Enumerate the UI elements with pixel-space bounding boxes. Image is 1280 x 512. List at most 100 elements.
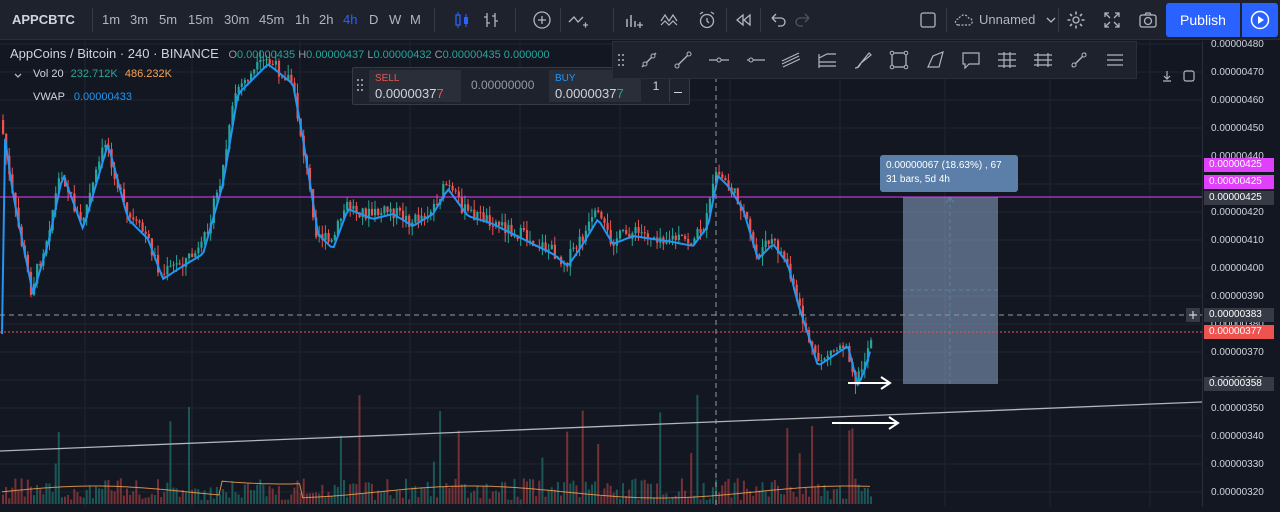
expand-icon[interactable] [1101, 9, 1123, 31]
volume-ma-line [1, 480, 871, 499]
indicators-icon[interactable] [567, 9, 589, 31]
volume-bar [188, 406, 190, 504]
candle-body [550, 244, 553, 250]
interval-45m[interactable]: 45m [259, 12, 285, 27]
horizontal-line-tool-icon[interactable] [707, 48, 731, 72]
volume-bar [358, 395, 361, 504]
ray-tool-icon[interactable] [637, 48, 661, 72]
volume-bar [839, 486, 841, 504]
price-axis[interactable]: 0.00000480 0.00000470 0.00000460 0.00000450… [1202, 39, 1280, 507]
volume-bar [761, 482, 764, 504]
volume-bar [116, 480, 119, 504]
candle-body [857, 371, 860, 385]
alert-clock-icon[interactable] [696, 9, 718, 31]
candlestick-chart[interactable] [0, 41, 1203, 507]
volume-bar [516, 496, 519, 504]
candle-body [336, 220, 339, 235]
candle-body [479, 212, 482, 214]
candle-body [268, 59, 271, 64]
volume-bar [631, 479, 634, 504]
sell-button[interactable]: SELL 0.00000377 [369, 70, 461, 102]
camera-icon[interactable] [1137, 9, 1159, 31]
regression-trend-tool-icon[interactable] [815, 48, 839, 72]
play-button[interactable] [1242, 3, 1278, 37]
candle-body [696, 228, 699, 239]
interval-5m[interactable]: 5m [159, 12, 178, 27]
more-tools-icon[interactable] [1103, 48, 1127, 72]
candle-body [711, 183, 715, 199]
chart-pane[interactable] [0, 41, 1203, 507]
candle-body [842, 345, 845, 348]
volume-bar [578, 497, 581, 504]
interval-m[interactable]: M [410, 12, 421, 27]
callout-tool-icon[interactable] [959, 48, 983, 72]
drag-handle-icon[interactable] [356, 78, 364, 97]
legend-title[interactable]: AppCoins / Bitcoin · 240 · BINANCE [10, 46, 219, 61]
quantity-stepper[interactable] [669, 70, 686, 102]
candle-body [401, 210, 405, 221]
volume-bar [687, 497, 690, 504]
volume-bar [240, 497, 243, 504]
parallel-channel-tool-icon[interactable] [779, 48, 803, 72]
candle-body [646, 233, 649, 239]
plus-icon[interactable] [1186, 308, 1200, 322]
interval-1m[interactable]: 1m [102, 12, 121, 27]
interval-1h[interactable]: 1h [295, 12, 310, 27]
candle-body [451, 185, 454, 191]
drag-handle-icon[interactable] [617, 53, 625, 72]
volume-bar [101, 489, 104, 504]
candle-body [197, 247, 200, 254]
volume-bar [780, 493, 783, 504]
price-tick: 0.00000460 [1211, 95, 1264, 106]
candle-body [429, 211, 432, 216]
volume-bar [544, 496, 547, 504]
interval-30m[interactable]: 30m [224, 12, 250, 27]
candle-body [73, 193, 76, 212]
long-position-tool-icon[interactable] [995, 48, 1019, 72]
chevron-down-icon[interactable] [1040, 9, 1056, 31]
horizontal-ray-tool-icon[interactable] [743, 48, 767, 72]
candle-body [823, 358, 826, 361]
download-icon[interactable] [1160, 69, 1174, 83]
volume-bar [767, 496, 770, 504]
quantity-input[interactable]: 1 [652, 79, 660, 93]
redo-icon[interactable] [792, 9, 814, 31]
volume-bar [594, 481, 597, 504]
interval-15m[interactable]: 15m [188, 12, 214, 27]
financials-icon[interactable] [623, 9, 645, 31]
volume-bar [538, 480, 541, 504]
interval-d[interactable]: D [369, 12, 379, 27]
volume-bar [777, 485, 779, 504]
interval-4h[interactable]: 4h [343, 12, 358, 27]
undo-icon[interactable] [767, 9, 789, 31]
candle-body [609, 229, 612, 244]
layout-name[interactable]: Unnamed [979, 12, 1036, 27]
replay-icon[interactable] [732, 9, 754, 31]
rectangle-tool-icon[interactable] [887, 48, 911, 72]
templates-icon[interactable] [659, 9, 681, 31]
volume-bar [553, 489, 556, 504]
trend-line-tool-icon[interactable] [671, 48, 695, 72]
refresh-icon[interactable] [1182, 69, 1196, 83]
fullscreen-square-icon[interactable] [917, 9, 939, 31]
publish-button[interactable]: Publish [1166, 3, 1240, 37]
brush-tool-icon[interactable] [851, 48, 875, 72]
interval-3m[interactable]: 3m [130, 12, 149, 27]
volume-bar [85, 490, 88, 504]
candle-body [166, 266, 169, 275]
price-tick: 0.00000380 [1211, 319, 1264, 330]
volume-bar [442, 486, 445, 504]
collapse-chevron-icon[interactable] [12, 69, 24, 81]
path-tool-icon[interactable] [923, 48, 947, 72]
candle-body [618, 230, 622, 239]
interval-w[interactable]: W [389, 12, 402, 27]
gear-icon[interactable] [1065, 9, 1087, 31]
compare-add-icon[interactable] [531, 9, 553, 31]
minus-icon[interactable] [674, 92, 682, 93]
bars-style-icon[interactable] [480, 9, 502, 31]
measure-tool-icon[interactable] [1067, 48, 1091, 72]
candles-icon[interactable] [451, 9, 473, 31]
date-range-tool-icon[interactable] [1031, 48, 1055, 72]
symbol-search[interactable]: APPCBTC [12, 12, 75, 27]
interval-2h[interactable]: 2h [319, 12, 334, 27]
